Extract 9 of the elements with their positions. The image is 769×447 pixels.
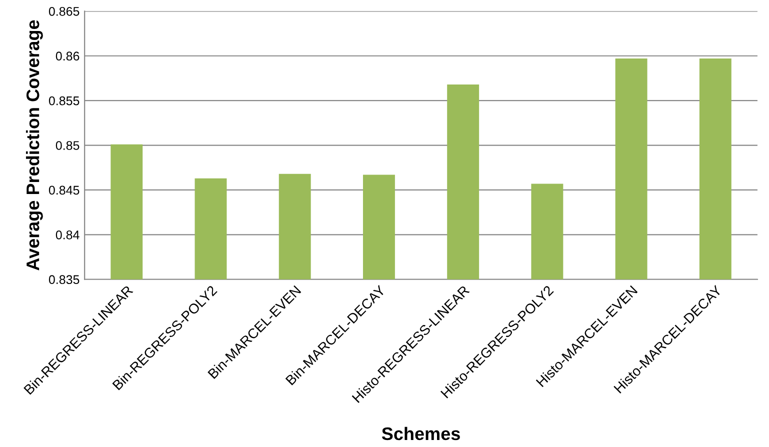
y-tick-label: 0.855 xyxy=(48,96,80,106)
y-axis-title: Average Prediction Coverage xyxy=(26,20,43,270)
x-axis-title: Schemes xyxy=(382,426,460,440)
y-tick-label: 0.86 xyxy=(56,52,80,61)
y-tick-label: 0.865 xyxy=(48,6,80,16)
y-tick-label: 0.84 xyxy=(56,230,80,240)
y-tick-label: 0.845 xyxy=(48,186,80,195)
y-tick-label: 0.85 xyxy=(56,141,80,150)
y-tick-label: 0.835 xyxy=(48,275,80,284)
